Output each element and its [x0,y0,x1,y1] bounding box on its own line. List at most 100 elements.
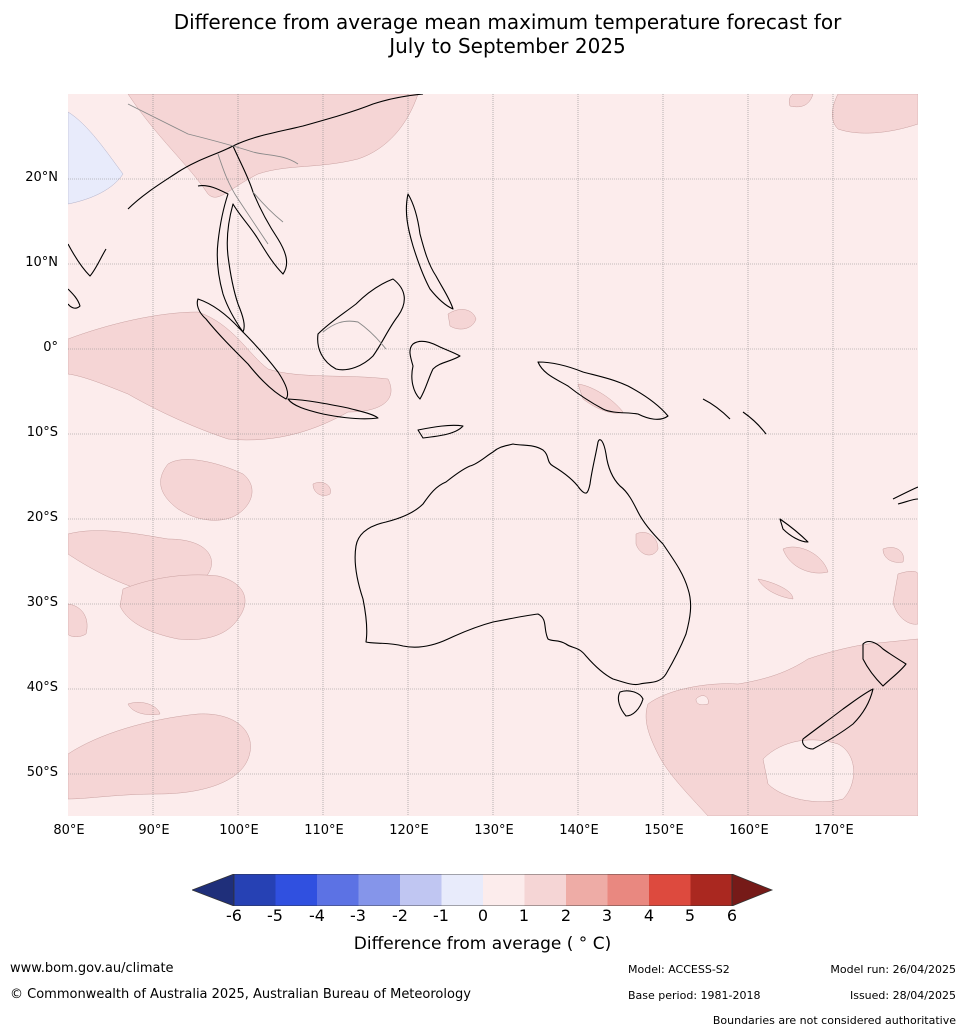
colorbar-cell [607,874,650,906]
anomaly-hole-2 [695,695,709,706]
colorbar-tick: 3 [601,906,613,925]
coastlines [68,94,918,750]
lon-label-100e: 100°E [219,823,259,838]
patch-southern-ocean-1 [68,713,251,800]
colorbar-cell [649,874,691,906]
graticule [68,94,918,816]
patch-tasman-2 [757,578,794,600]
colorbar-tick: -5 [267,906,283,925]
colorbar-tick: 2 [560,906,572,925]
anomaly-1-2-patches [68,94,918,816]
colorbar-cell [690,874,733,906]
patch-pacific-small [788,94,814,108]
lon-label-80e: 80°E [53,823,85,838]
map-panel [68,94,918,816]
lat-label-50s: 50°S [26,765,58,780]
footer-model-run: Model run: 26/04/2025 [830,963,956,976]
lon-label-150e: 150°E [644,823,684,838]
footer-base-period: Base period: 1981-2018 [628,989,761,1002]
colorbar [192,874,774,906]
colorbar-tick: 6 [726,906,738,925]
patch-asia-north [127,94,419,198]
colorbar-cell [400,874,442,906]
colorbar-tick: 1 [518,906,530,925]
lat-label-0: 0° [43,340,58,355]
colorbar-tick: 5 [684,906,696,925]
patch-pacific-4 [892,571,918,625]
map-svg [68,94,918,816]
patch-pacific-north [832,94,918,134]
lat-label-40s: 40°S [26,680,58,695]
lon-label-140e: 140°E [559,823,599,838]
lon-label-160e: 160°E [729,823,769,838]
colorbar-tick: -3 [350,906,366,925]
country-borders [127,103,387,350]
lat-label-30s: 30°S [26,595,58,610]
sumatra-coast [196,298,289,400]
colorbar-cell [524,874,567,906]
colorbar-tick: 0 [477,906,489,925]
anomaly-negative-patch [68,111,124,205]
colorbar-cell [441,874,484,906]
nz-north-coast [862,640,907,687]
lat-label-10s: 10°S [26,425,58,440]
new-guinea-coast [537,361,669,420]
footer-issued: Issued: 28/04/2025 [849,989,956,1002]
nz-south-coast [802,688,874,750]
map-title: Difference from average mean maximum tem… [0,10,965,58]
sulawesi-coast [409,340,461,400]
india-coast [68,243,107,277]
patch-coral-sea [635,532,659,556]
tasmania-coast [617,690,644,717]
colorbar-tick: -2 [392,906,408,925]
sri-lanka-coast [68,288,81,309]
colorbar-label: Difference from average ( ° C) [353,934,612,954]
patch-indian-ocean-1 [160,459,253,521]
patch-pacific-3 [882,547,904,563]
lon-label-170e: 170°E [814,823,854,838]
lon-label-130e: 130°E [474,823,514,838]
timor-coast [417,424,464,439]
colorbar-cells [192,874,774,906]
new-caledonia-coast [779,518,809,543]
footer-boundaries-note: Boundaries are not considered authoritat… [712,1014,956,1027]
footer-copyright: © Commonwealth of Australia 2025, Austra… [10,987,471,1002]
footer-website: www.bom.gov.au/climate [10,961,174,976]
colorbar-cell [483,874,525,906]
colorbar-cell [317,874,359,906]
patch-png [577,383,624,414]
colorbar-tick: 4 [643,906,655,925]
patch-sulawesi [447,309,477,330]
colorbar-tick: -1 [433,906,449,925]
patch-indian-ocean-2 [312,482,331,496]
patch-indian-ocean-6 [127,702,161,715]
patch-tasman-1 [782,546,829,574]
australia-coast [354,439,692,686]
lat-label-20s: 20°S [26,510,58,525]
colorbar-extend-high [731,874,774,906]
lon-label-90e: 90°E [138,823,170,838]
solomon-coast [702,398,767,435]
colorbar-cell [566,874,608,906]
lon-label-110e: 110°E [304,823,344,838]
borneo-coast [317,278,405,371]
philippines-coast [405,193,454,310]
mainland-asia-coast [127,94,424,333]
java-coast [287,398,379,420]
lat-label-10n: 10°N [25,255,58,270]
colorbar-tick: -6 [226,906,242,925]
fiji-coast [892,486,918,505]
patch-indian-ocean-5 [68,603,88,637]
colorbar-extend-low [192,874,235,906]
title-line-2: July to September 2025 [389,34,626,58]
colorbar-cell [234,874,276,906]
lat-label-20n: 20°N [25,170,58,185]
title-line-1: Difference from average mean maximum tem… [173,10,842,34]
lon-label-120e: 120°E [389,823,429,838]
colorbar-frame [233,874,733,906]
anomaly-hole [762,739,854,802]
footer-model: Model: ACCESS-S2 [628,963,730,976]
colorbar-cell [358,874,401,906]
colorbar-tick: -4 [309,906,325,925]
patch-indian-ocean-equator [68,311,392,441]
